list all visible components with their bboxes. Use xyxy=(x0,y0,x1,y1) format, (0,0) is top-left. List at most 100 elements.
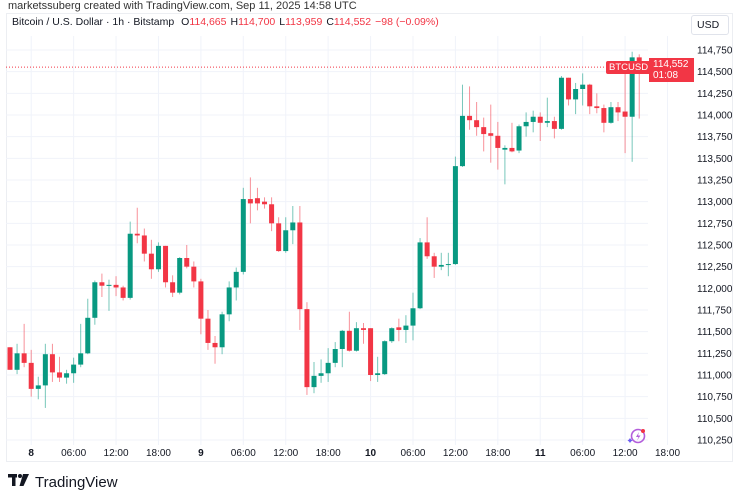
candle[interactable] xyxy=(297,206,303,330)
candle[interactable] xyxy=(332,342,338,368)
y-tick-label: 113,750 xyxy=(697,132,733,143)
candle[interactable] xyxy=(396,318,402,342)
candle[interactable] xyxy=(509,122,515,153)
candle[interactable] xyxy=(445,252,451,277)
candle[interactable] xyxy=(502,145,508,185)
candle[interactable] xyxy=(551,116,557,139)
candle[interactable] xyxy=(516,124,522,154)
candle[interactable] xyxy=(424,217,430,259)
candle-body xyxy=(170,282,176,293)
candle[interactable] xyxy=(417,238,423,310)
candle[interactable] xyxy=(28,349,34,397)
candle[interactable] xyxy=(127,221,133,300)
candle[interactable] xyxy=(21,323,27,368)
candle[interactable] xyxy=(7,347,13,370)
candle[interactable] xyxy=(304,302,310,395)
candle[interactable] xyxy=(495,121,501,170)
candle[interactable] xyxy=(56,356,62,382)
candle[interactable] xyxy=(141,228,147,262)
candle[interactable] xyxy=(474,102,480,136)
candle[interactable] xyxy=(346,311,352,352)
candle[interactable] xyxy=(311,362,317,394)
candle[interactable] xyxy=(523,112,529,137)
candle[interactable] xyxy=(530,110,536,133)
candle-body xyxy=(438,264,444,267)
candle[interactable] xyxy=(254,187,260,211)
candle[interactable] xyxy=(148,239,154,279)
y-tick-label: 113,000 xyxy=(697,197,733,208)
candle[interactable] xyxy=(134,207,140,244)
candle[interactable] xyxy=(467,86,473,130)
candle[interactable] xyxy=(361,323,366,344)
candle[interactable] xyxy=(226,281,232,322)
candle[interactable] xyxy=(488,104,494,163)
candle[interactable] xyxy=(353,322,359,352)
candle[interactable] xyxy=(170,275,176,297)
candle[interactable] xyxy=(247,177,253,224)
candle[interactable] xyxy=(240,187,246,275)
candle[interactable] xyxy=(431,252,437,278)
candle[interactable] xyxy=(544,97,550,128)
candle[interactable] xyxy=(120,285,126,301)
candle[interactable] xyxy=(368,328,374,382)
candle[interactable] xyxy=(42,343,48,408)
candle[interactable] xyxy=(389,327,395,343)
candle[interactable] xyxy=(99,273,105,297)
candle[interactable] xyxy=(615,102,621,122)
candle[interactable] xyxy=(106,279,112,311)
candle[interactable] xyxy=(558,76,564,130)
candle[interactable] xyxy=(163,245,169,288)
y-tick-label: 111,750 xyxy=(697,306,732,317)
candle[interactable] xyxy=(219,311,225,355)
candle-body xyxy=(148,253,154,270)
candle[interactable] xyxy=(198,278,204,335)
candle[interactable] xyxy=(325,348,331,382)
candle[interactable] xyxy=(205,310,211,350)
candle[interactable] xyxy=(85,298,91,355)
candle[interactable] xyxy=(537,112,543,141)
candle[interactable] xyxy=(481,117,487,152)
candle[interactable] xyxy=(459,84,465,167)
candle[interactable] xyxy=(452,156,458,265)
candle[interactable] xyxy=(375,356,381,382)
candle[interactable] xyxy=(403,315,409,343)
candle[interactable] xyxy=(71,357,77,383)
candle[interactable] xyxy=(587,83,593,115)
candle[interactable] xyxy=(64,369,70,384)
candle[interactable] xyxy=(283,217,289,253)
candle[interactable] xyxy=(78,323,84,368)
candle[interactable] xyxy=(601,104,607,133)
candle[interactable] xyxy=(92,280,98,325)
candle[interactable] xyxy=(14,343,20,375)
candle[interactable] xyxy=(573,82,579,115)
candle[interactable] xyxy=(382,340,388,375)
candle[interactable] xyxy=(276,217,282,252)
candle[interactable] xyxy=(410,292,416,341)
candle[interactable] xyxy=(594,93,600,114)
candle[interactable] xyxy=(184,245,190,269)
footer-logo[interactable]: TradingView xyxy=(8,473,118,491)
candle[interactable] xyxy=(318,359,324,383)
candle[interactable] xyxy=(212,336,218,364)
x-tick-label: 12:00 xyxy=(104,448,129,459)
candle[interactable] xyxy=(290,206,296,245)
candle[interactable] xyxy=(191,261,197,288)
candle-body xyxy=(269,204,275,224)
candle[interactable] xyxy=(622,69,628,154)
candle-body xyxy=(537,116,543,123)
candle[interactable] xyxy=(49,343,55,382)
currency-button[interactable]: USD xyxy=(691,15,729,35)
candle[interactable] xyxy=(269,197,275,232)
candle[interactable] xyxy=(113,276,119,297)
candle[interactable] xyxy=(580,73,586,106)
candle[interactable] xyxy=(566,77,572,106)
candle[interactable] xyxy=(262,197,268,209)
candle[interactable] xyxy=(155,242,161,272)
candle[interactable] xyxy=(177,257,183,295)
candle[interactable] xyxy=(35,376,41,400)
candle[interactable] xyxy=(608,102,614,124)
candle[interactable] xyxy=(339,329,345,368)
candle[interactable] xyxy=(233,267,239,301)
candle[interactable] xyxy=(438,252,444,271)
